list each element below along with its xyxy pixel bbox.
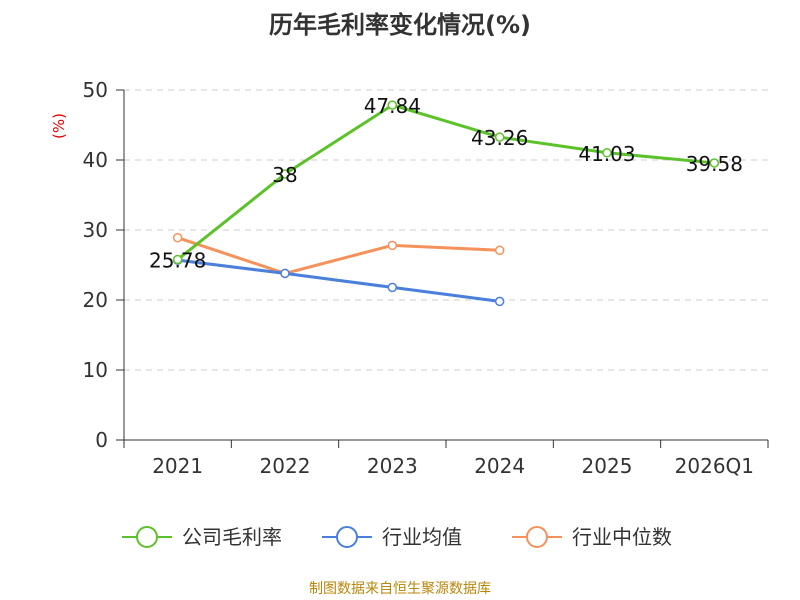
legend-item-1[interactable]: 公司毛利率 xyxy=(122,525,282,549)
x-tick-label: 2021 xyxy=(152,454,203,478)
legend-swatch-marker xyxy=(336,526,358,548)
chart-title: 历年毛利率变化情况(%) xyxy=(269,11,531,39)
data-series xyxy=(172,100,720,307)
x-tick-label: 2025 xyxy=(582,454,633,478)
y-tick-label: 0 xyxy=(95,428,108,452)
legend-swatch-marker xyxy=(136,526,158,548)
series-1-point[interactable] xyxy=(494,132,505,142)
y-tick-label: 20 xyxy=(83,288,108,312)
data-label: 41.03 xyxy=(578,142,635,166)
data-label: 25.78 xyxy=(149,249,206,273)
series-line-2 xyxy=(177,258,500,303)
legend-label: 行业中位数 xyxy=(572,525,672,549)
legend-label: 行业均值 xyxy=(382,525,462,549)
series-1-point[interactable] xyxy=(387,100,398,110)
y-tick-label: 50 xyxy=(83,78,108,102)
legend-label: 公司毛利率 xyxy=(182,525,282,549)
source-footer: 制图数据来自恒生聚源数据库 xyxy=(309,581,491,597)
series-1-point[interactable] xyxy=(172,254,183,265)
data-label: 43.26 xyxy=(471,126,528,150)
legend-swatch-marker xyxy=(526,526,548,548)
series-2-point[interactable] xyxy=(280,268,290,279)
x-tick-label: 2023 xyxy=(367,454,418,478)
series-3-point[interactable] xyxy=(494,245,505,256)
x-tick-label: 2026Q1 xyxy=(675,454,754,478)
series-1-point[interactable] xyxy=(602,148,612,158)
series-1-point[interactable] xyxy=(280,169,290,179)
axes: 0 10 20 30 40 50 2021 2022 2023 2024 2025 2026Q1 xyxy=(83,78,769,478)
series-3-point[interactable] xyxy=(387,240,398,251)
series-line-3 xyxy=(177,236,500,275)
data-label: 47.84 xyxy=(364,94,421,118)
legend-item-2[interactable]: 行业均值 xyxy=(322,525,462,549)
y-tick-label: 10 xyxy=(83,358,108,382)
grid-lines xyxy=(124,89,768,371)
y-tick-label: 40 xyxy=(83,148,108,172)
data-label: 39.58 xyxy=(686,152,743,176)
legend-item-3[interactable]: 行业中位数 xyxy=(512,525,672,549)
series-1-point[interactable] xyxy=(709,158,720,168)
x-tick-label: 2022 xyxy=(260,454,311,478)
series-3-point[interactable] xyxy=(172,232,183,243)
series-line-1 xyxy=(176,103,715,261)
data-labels: 25.78 38 47.84 43.26 41.03 39.58 xyxy=(149,94,743,272)
series-2-point[interactable] xyxy=(387,282,398,293)
data-label: 38 xyxy=(272,163,297,187)
legend[interactable]: 公司毛利率 行业均值 行业中位数 xyxy=(122,525,672,549)
y-tick-label: 30 xyxy=(83,218,108,242)
series-2-point[interactable] xyxy=(494,296,505,307)
y-axis-unit-label: (%) xyxy=(50,113,68,139)
x-tick-label: 2024 xyxy=(474,454,525,478)
